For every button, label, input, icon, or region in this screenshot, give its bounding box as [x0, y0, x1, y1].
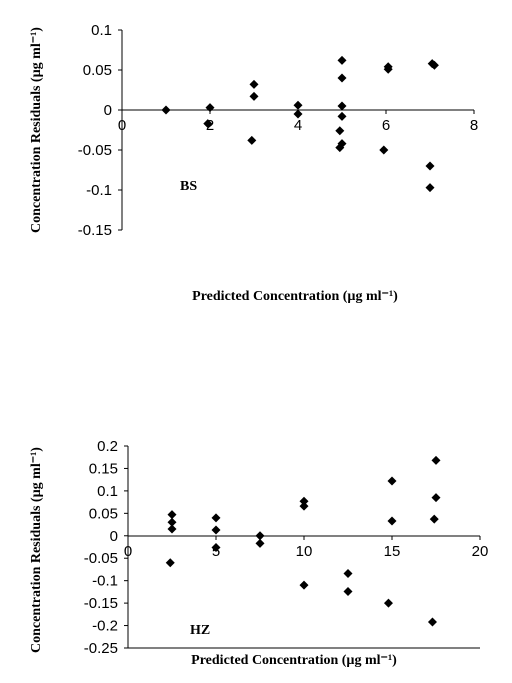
tick-labels: 0.10.050-0.05-0.1-0.1502468 [78, 22, 478, 239]
chart-annotation: HZ [190, 623, 210, 638]
y-tick-label: -0.1 [86, 182, 112, 199]
data-point [211, 513, 221, 523]
data-point [299, 501, 309, 511]
x-tick-label: 15 [384, 543, 401, 560]
data-point [337, 101, 347, 111]
x-tick-label: 20 [472, 543, 489, 560]
data-point [429, 514, 439, 524]
y-tick-label: 0.1 [97, 483, 118, 500]
data-point [387, 516, 397, 526]
data-point [299, 580, 309, 590]
data-point [343, 586, 353, 596]
y-tick-label: 0.1 [91, 22, 112, 39]
data-point [203, 119, 213, 129]
data-point [425, 161, 435, 171]
data-point [429, 60, 439, 70]
x-tick-label: 10 [296, 543, 313, 560]
y-tick-label: -0.2 [92, 618, 118, 635]
y-tick-label: -0.25 [84, 640, 118, 657]
chart-annotation: BS [180, 179, 197, 194]
tick-labels: 0.20.150.10.050-0.05-0.1-0.15-0.2-0.2505… [84, 438, 489, 657]
y-tick-label: 0 [104, 102, 112, 119]
x-tick-label: 8 [470, 117, 478, 134]
x-tick-label: 0 [124, 543, 132, 560]
x-tick-label: 6 [382, 117, 390, 134]
data-point [205, 103, 215, 113]
data-point [383, 598, 393, 608]
data-point [431, 493, 441, 503]
chart-bs: 0.10.050-0.05-0.1-0.1502468 BS Predicted… [29, 22, 478, 304]
data-point [249, 91, 259, 101]
data-point [211, 525, 221, 535]
data-point [249, 79, 259, 89]
data-point [247, 135, 257, 145]
data-point [343, 568, 353, 578]
data-point [387, 476, 397, 486]
data-point [255, 538, 265, 548]
data-point [255, 531, 265, 541]
y-tick-label: 0.05 [83, 62, 112, 79]
chart-hz: 0.20.150.10.050-0.05-0.1-0.15-0.2-0.2505… [29, 438, 488, 668]
data-point [431, 455, 441, 465]
data-points [161, 55, 439, 193]
y-axis-label: Concentration Residuals (µg ml⁻¹) [29, 27, 44, 233]
y-tick-label: -0.15 [84, 595, 118, 612]
data-point [425, 183, 435, 193]
data-point [337, 73, 347, 83]
y-tick-label: -0.15 [78, 222, 112, 239]
data-point [293, 109, 303, 119]
data-points [165, 455, 441, 627]
data-point [293, 100, 303, 110]
data-point [167, 517, 177, 527]
data-point [167, 510, 177, 520]
data-point [337, 111, 347, 121]
x-axis-label: Predicted Concentration (µg ml⁻¹) [192, 289, 398, 304]
y-tick-label: -0.05 [84, 550, 118, 567]
data-point [335, 126, 345, 136]
y-tick-label: 0.2 [97, 438, 118, 455]
y-tick-label: 0.05 [89, 505, 118, 522]
data-point [379, 145, 389, 155]
y-axis-label: Concentration Residuals (µg ml⁻¹) [29, 447, 44, 653]
data-point [161, 105, 171, 115]
x-tick-label: 4 [294, 117, 302, 134]
x-axis-label: Predicted Concentration (µg ml⁻¹) [191, 653, 397, 668]
y-tick-label: 0.15 [89, 460, 118, 477]
data-point [165, 558, 175, 568]
x-tick-label: 0 [118, 117, 126, 134]
y-tick-label: -0.1 [92, 573, 118, 590]
data-point [383, 64, 393, 74]
data-point [167, 524, 177, 534]
data-point [299, 496, 309, 506]
y-tick-label: -0.05 [78, 142, 112, 159]
data-point [335, 143, 345, 153]
y-tick-label: 0 [110, 528, 118, 545]
data-point [427, 617, 437, 627]
data-point [211, 542, 221, 552]
data-point [337, 55, 347, 65]
